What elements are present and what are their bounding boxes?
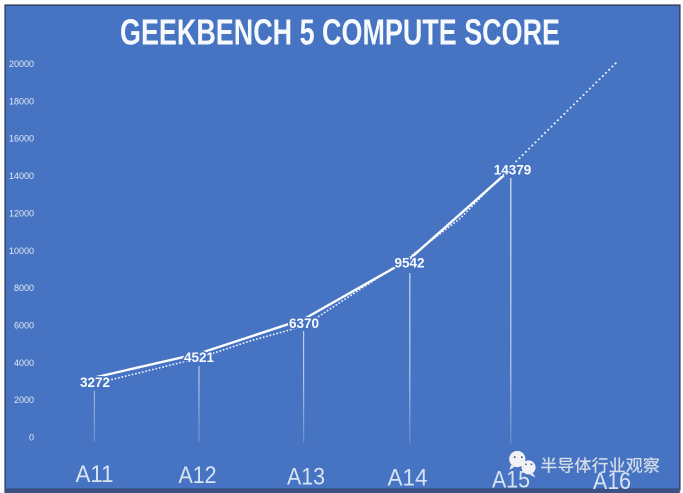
svg-text:0: 0 (29, 433, 34, 443)
svg-text:3272: 3272 (80, 375, 110, 390)
svg-text:14379: 14379 (494, 163, 532, 178)
svg-text:16000: 16000 (9, 134, 34, 144)
svg-text:8000: 8000 (14, 283, 34, 293)
svg-text:A13: A13 (287, 463, 325, 490)
svg-text:6000: 6000 (14, 320, 34, 330)
svg-text:14000: 14000 (9, 171, 34, 181)
svg-text:6370: 6370 (289, 316, 319, 331)
svg-text:18000: 18000 (9, 96, 34, 106)
svg-text:20000: 20000 (9, 59, 34, 69)
svg-text:12000: 12000 (9, 208, 34, 218)
svg-text:4521: 4521 (184, 350, 215, 365)
svg-text:GEEKBENCH 5 COMPUTE SCORE: GEEKBENCH 5 COMPUTE SCORE (120, 12, 560, 53)
svg-text:2000: 2000 (14, 395, 34, 405)
svg-text:4000: 4000 (14, 358, 34, 368)
svg-text:A14: A14 (388, 465, 428, 492)
svg-text:A12: A12 (179, 462, 217, 489)
svg-text:A11: A11 (76, 461, 114, 488)
svg-text:10000: 10000 (9, 246, 34, 256)
svg-text:9542: 9542 (394, 256, 424, 271)
